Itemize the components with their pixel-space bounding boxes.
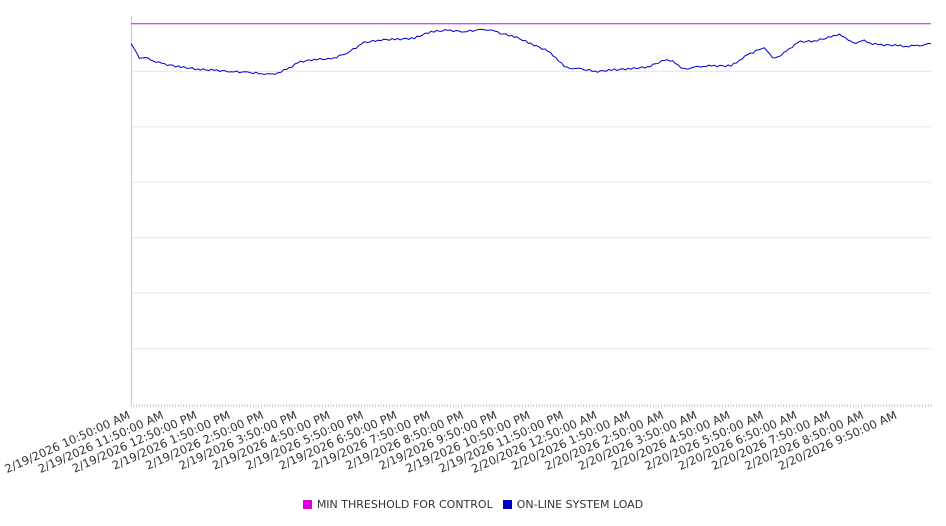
grid-lines <box>131 70 931 350</box>
legend-label-min-threshold: MIN THRESHOLD FOR CONTROL <box>316 498 493 511</box>
legend-item-system-load[interactable]: ON-LINE SYSTEM LOAD <box>502 498 644 511</box>
x-axis-tick-labels: 2/19/2026 10:50:00 AM2/19/2026 11:50:00 … <box>3 408 899 476</box>
legend-item-min-threshold[interactable]: MIN THRESHOLD FOR CONTROL <box>302 498 493 511</box>
series-layer <box>130 23 932 76</box>
legend-swatch-system-load <box>502 500 512 509</box>
legend: MIN THRESHOLD FOR CONTROL ON-LINE SYSTEM… <box>0 498 946 511</box>
legend-label-system-load: ON-LINE SYSTEM LOAD <box>516 498 644 511</box>
legend-swatch-min-threshold <box>302 500 312 509</box>
x-axis-minor-ticks <box>130 404 932 407</box>
series-line-system-load <box>130 28 932 76</box>
